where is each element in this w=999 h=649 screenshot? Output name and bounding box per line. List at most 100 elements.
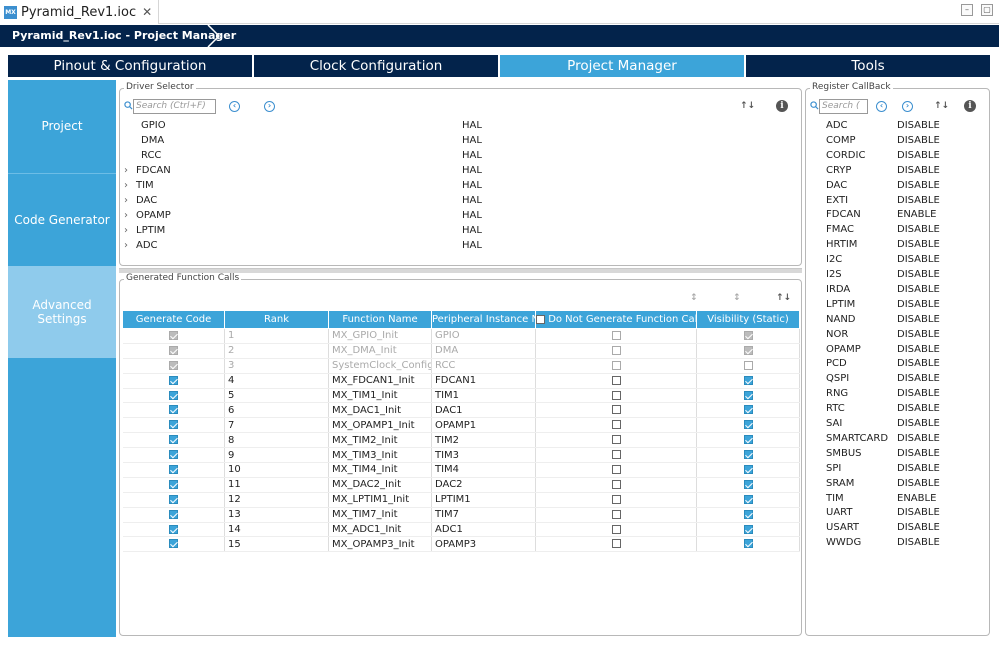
table-row[interactable]: 3 SystemClock_Config RCC xyxy=(122,358,800,374)
table-row[interactable]: 10 MX_TIM4_Init TIM4 xyxy=(122,462,800,478)
info-icon[interactable]: i xyxy=(776,100,788,112)
do-not-generate-checkbox[interactable] xyxy=(611,450,621,460)
breadcrumb-label[interactable]: Pyramid_Rev1.ioc - Project Manager xyxy=(12,29,237,42)
driver-value[interactable]: HAL xyxy=(462,210,482,221)
callback-row[interactable]: CORDIC DISABLE xyxy=(826,148,966,163)
visibility-checkbox[interactable] xyxy=(743,479,753,489)
generate-code-checkbox[interactable] xyxy=(168,435,178,445)
callback-value[interactable]: DISABLE xyxy=(897,522,940,534)
callback-row[interactable]: COMP DISABLE xyxy=(826,133,966,148)
nav-item-project[interactable]: Project xyxy=(41,119,83,133)
visibility-checkbox[interactable] xyxy=(743,435,753,445)
callback-row[interactable]: OPAMP DISABLE xyxy=(826,342,966,357)
table-row[interactable]: 4 MX_FDCAN1_Init FDCAN1 xyxy=(122,373,800,389)
callback-value[interactable]: DISABLE xyxy=(897,269,940,280)
col-do-not-generate[interactable]: Do Not Generate Function Call xyxy=(535,310,697,329)
callback-row[interactable]: SAI DISABLE xyxy=(826,416,966,431)
file-tab[interactable]: MX Pyramid_Rev1.ioc ✕ xyxy=(0,0,160,24)
callback-value[interactable]: DISABLE xyxy=(897,358,940,370)
search-next-icon[interactable]: › xyxy=(264,101,275,112)
generate-code-checkbox[interactable] xyxy=(168,375,178,385)
sort-icon[interactable]: ↑↓ xyxy=(776,293,792,303)
visibility-checkbox[interactable] xyxy=(743,464,753,474)
generate-code-checkbox[interactable] xyxy=(168,464,178,474)
callback-value[interactable]: DISABLE xyxy=(897,224,940,236)
expand-arrow-icon[interactable]: › xyxy=(124,225,128,236)
table-row[interactable]: 1 MX_GPIO_Init GPIO xyxy=(122,328,800,344)
search-prev-icon[interactable]: ‹ xyxy=(876,101,887,112)
callback-value[interactable]: DISABLE xyxy=(897,373,940,385)
callback-row[interactable]: DAC DISABLE xyxy=(826,178,966,193)
driver-row[interactable]: RCC HAL xyxy=(120,148,800,163)
driver-row[interactable]: › ADC HAL xyxy=(120,238,800,253)
generate-code-checkbox[interactable] xyxy=(168,390,178,400)
callback-value[interactable]: DISABLE xyxy=(897,298,940,310)
driver-value[interactable]: HAL xyxy=(462,120,482,131)
driver-value[interactable]: HAL xyxy=(462,180,482,191)
callback-value[interactable]: DISABLE xyxy=(897,343,940,355)
callback-row[interactable]: UART DISABLE xyxy=(826,505,966,520)
visibility-checkbox[interactable] xyxy=(743,494,753,504)
generate-code-checkbox[interactable] xyxy=(168,539,178,549)
callback-value[interactable]: DISABLE xyxy=(897,120,940,131)
callback-row[interactable]: HRTIM DISABLE xyxy=(826,237,966,252)
move-up-icon[interactable]: ↕ xyxy=(690,293,698,303)
col-generate-code[interactable]: Generate Code xyxy=(122,310,225,329)
table-row[interactable]: 7 MX_OPAMP1_Init OPAMP1 xyxy=(122,417,800,434)
driver-row[interactable]: › LPTIM HAL xyxy=(120,223,800,238)
callback-value[interactable]: DISABLE xyxy=(897,149,940,161)
visibility-checkbox[interactable] xyxy=(743,420,753,430)
expand-arrow-icon[interactable]: › xyxy=(124,210,128,221)
visibility-checkbox[interactable] xyxy=(743,524,753,534)
do-not-generate-checkbox[interactable] xyxy=(611,435,621,445)
callback-row[interactable]: QSPI DISABLE xyxy=(826,371,966,386)
generate-code-checkbox[interactable] xyxy=(168,330,178,340)
panel-splitter[interactable] xyxy=(119,268,802,273)
visibility-checkbox[interactable] xyxy=(743,390,753,400)
table-row[interactable]: 14 MX_ADC1_Init ADC1 xyxy=(122,522,800,538)
callback-value[interactable]: DISABLE xyxy=(897,328,940,340)
table-row[interactable]: 11 MX_DAC2_Init DAC2 xyxy=(122,477,800,493)
generate-code-checkbox[interactable] xyxy=(168,360,178,370)
callback-row[interactable]: FDCAN ENABLE xyxy=(826,207,966,222)
visibility-checkbox[interactable] xyxy=(743,450,753,460)
generate-code-checkbox[interactable] xyxy=(168,524,178,534)
col-rank[interactable]: Rank xyxy=(224,310,329,329)
do-not-generate-checkbox[interactable] xyxy=(611,539,621,549)
do-not-generate-checkbox[interactable] xyxy=(611,524,621,534)
close-icon[interactable]: ✕ xyxy=(142,5,153,19)
driver-row[interactable]: › DAC HAL xyxy=(120,193,800,208)
generate-code-checkbox[interactable] xyxy=(168,405,178,415)
callback-row[interactable]: SPI DISABLE xyxy=(826,461,966,476)
callback-row[interactable]: IRDA DISABLE xyxy=(826,282,966,297)
callback-row[interactable]: USART DISABLE xyxy=(826,520,966,535)
generate-code-checkbox[interactable] xyxy=(168,479,178,489)
search-next-icon[interactable]: › xyxy=(902,101,913,112)
callback-row[interactable]: SRAM DISABLE xyxy=(826,476,966,491)
callback-value[interactable]: DISABLE xyxy=(897,432,940,444)
callback-value[interactable]: DISABLE xyxy=(897,254,940,266)
do-not-generate-checkbox[interactable] xyxy=(611,509,621,519)
expand-arrow-icon[interactable]: › xyxy=(124,180,128,191)
driver-row[interactable]: › FDCAN HAL xyxy=(120,163,800,178)
callback-value[interactable]: ENABLE xyxy=(897,209,937,221)
maximize-icon[interactable]: ▢ xyxy=(981,4,993,16)
visibility-checkbox[interactable] xyxy=(743,375,753,385)
table-row[interactable]: 9 MX_TIM3_Init TIM3 xyxy=(122,447,800,464)
generate-code-checkbox[interactable] xyxy=(168,494,178,504)
callback-row[interactable]: SMBUS DISABLE xyxy=(826,446,966,461)
table-row[interactable]: 6 MX_DAC1_Init DAC1 xyxy=(122,402,800,419)
callback-value[interactable]: DISABLE xyxy=(897,283,940,295)
callback-value[interactable]: DISABLE xyxy=(897,403,940,415)
callback-value[interactable]: DISABLE xyxy=(897,537,940,549)
callback-row[interactable]: I2S DISABLE xyxy=(826,267,966,282)
callback-value[interactable]: ENABLE xyxy=(897,492,937,504)
callback-row[interactable]: LPTIM DISABLE xyxy=(826,297,966,312)
generate-code-checkbox[interactable] xyxy=(168,509,178,519)
table-row[interactable]: 5 MX_TIM1_Init TIM1 xyxy=(122,388,800,404)
nav-item-code-generator[interactable]: Code Generator xyxy=(8,173,116,265)
callback-row[interactable]: NAND DISABLE xyxy=(826,312,966,327)
callback-row[interactable]: RTC DISABLE xyxy=(826,401,966,416)
nav-item-advanced-settings[interactable]: Advanced Settings xyxy=(8,266,116,358)
table-row[interactable]: 15 MX_OPAMP3_Init OPAMP3 xyxy=(122,536,800,553)
